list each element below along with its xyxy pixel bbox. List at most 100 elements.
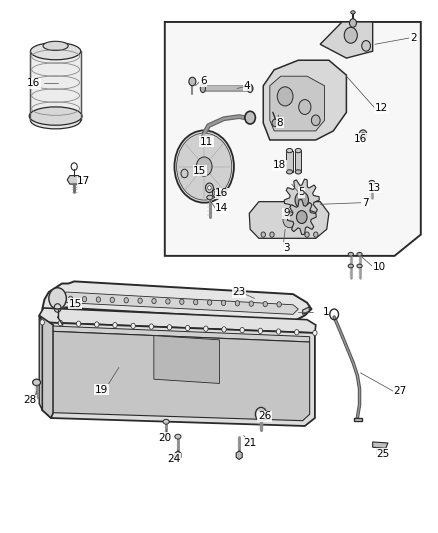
Ellipse shape: [206, 195, 212, 199]
Circle shape: [138, 298, 142, 303]
Circle shape: [207, 185, 211, 190]
Ellipse shape: [43, 41, 68, 51]
Text: 9: 9: [283, 208, 289, 219]
Circle shape: [313, 232, 317, 237]
Circle shape: [188, 77, 195, 86]
Circle shape: [294, 192, 308, 208]
Text: 12: 12: [374, 103, 387, 113]
Polygon shape: [319, 22, 372, 58]
Circle shape: [255, 407, 266, 421]
Polygon shape: [286, 151, 292, 172]
Circle shape: [221, 300, 225, 305]
Text: 17: 17: [77, 176, 90, 187]
Circle shape: [361, 41, 370, 51]
Polygon shape: [30, 51, 81, 120]
Text: 2: 2: [409, 33, 416, 43]
Circle shape: [196, 157, 212, 176]
Text: 10: 10: [372, 262, 385, 271]
Polygon shape: [42, 322, 314, 426]
Ellipse shape: [347, 264, 353, 268]
Circle shape: [261, 232, 265, 237]
Text: 8: 8: [276, 118, 283, 128]
Text: 24: 24: [166, 454, 180, 464]
Circle shape: [269, 232, 274, 237]
Circle shape: [203, 326, 208, 332]
Text: 6: 6: [199, 77, 206, 86]
Ellipse shape: [29, 107, 82, 125]
Circle shape: [276, 329, 280, 334]
Text: 19: 19: [95, 385, 108, 395]
Circle shape: [262, 301, 267, 306]
Ellipse shape: [294, 169, 300, 174]
Circle shape: [304, 232, 308, 237]
Polygon shape: [53, 326, 309, 342]
Ellipse shape: [294, 149, 300, 153]
Circle shape: [95, 322, 99, 327]
Text: 15: 15: [68, 298, 81, 309]
Text: 23: 23: [232, 287, 245, 297]
Circle shape: [283, 212, 295, 228]
Circle shape: [110, 297, 114, 303]
Circle shape: [276, 302, 281, 307]
Polygon shape: [67, 175, 81, 184]
Polygon shape: [353, 418, 361, 421]
Circle shape: [214, 191, 217, 195]
Circle shape: [358, 130, 366, 140]
Polygon shape: [164, 22, 420, 256]
Circle shape: [58, 320, 63, 326]
Ellipse shape: [347, 253, 353, 256]
Circle shape: [152, 298, 156, 304]
Text: 14: 14: [215, 203, 228, 213]
Circle shape: [179, 299, 184, 304]
Polygon shape: [53, 332, 309, 421]
Circle shape: [205, 183, 213, 192]
Polygon shape: [57, 292, 297, 314]
Polygon shape: [284, 179, 318, 221]
Text: 5: 5: [297, 187, 304, 197]
Circle shape: [68, 296, 73, 302]
Circle shape: [277, 87, 292, 106]
Polygon shape: [42, 281, 311, 321]
Circle shape: [131, 323, 135, 328]
Polygon shape: [236, 451, 242, 459]
Text: 13: 13: [367, 183, 381, 193]
Text: 11: 11: [199, 136, 212, 147]
Text: 16: 16: [353, 134, 367, 144]
Circle shape: [248, 301, 253, 306]
Circle shape: [349, 19, 356, 27]
Circle shape: [298, 100, 310, 115]
Polygon shape: [302, 307, 308, 314]
Text: 18: 18: [272, 160, 286, 171]
Text: 26: 26: [258, 411, 271, 422]
Ellipse shape: [247, 84, 252, 93]
Circle shape: [180, 169, 187, 177]
Circle shape: [113, 322, 117, 328]
Text: 3: 3: [283, 243, 289, 253]
Text: 4: 4: [243, 81, 250, 91]
Circle shape: [40, 320, 44, 325]
Ellipse shape: [286, 169, 292, 174]
Ellipse shape: [356, 253, 361, 256]
Polygon shape: [39, 308, 315, 333]
Circle shape: [258, 328, 262, 334]
Circle shape: [167, 325, 171, 330]
Text: 7: 7: [361, 198, 367, 208]
Text: 1: 1: [321, 306, 328, 317]
Polygon shape: [249, 201, 328, 238]
Circle shape: [244, 111, 255, 124]
Polygon shape: [287, 199, 315, 235]
Ellipse shape: [356, 264, 361, 268]
Circle shape: [185, 325, 189, 330]
Text: 15: 15: [193, 166, 206, 176]
Text: 16: 16: [215, 188, 228, 198]
Text: 16: 16: [27, 78, 40, 88]
Ellipse shape: [368, 180, 374, 184]
Polygon shape: [174, 451, 180, 459]
Ellipse shape: [30, 112, 81, 129]
Circle shape: [235, 301, 239, 306]
Circle shape: [360, 133, 364, 137]
Circle shape: [82, 296, 86, 302]
Polygon shape: [39, 316, 53, 418]
Circle shape: [96, 297, 100, 302]
Ellipse shape: [30, 43, 81, 60]
